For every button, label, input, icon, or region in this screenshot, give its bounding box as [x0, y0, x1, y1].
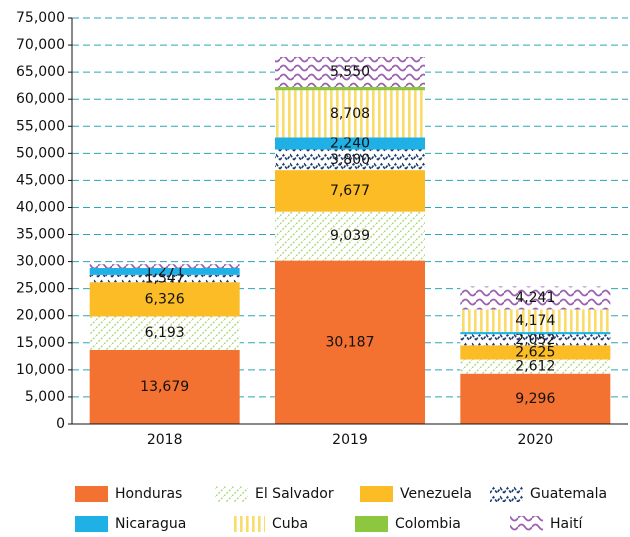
data-label: 9,296 — [515, 391, 555, 407]
data-label: 2,625 — [515, 344, 555, 360]
y-tick-label: 40,000 — [16, 199, 65, 215]
bar-segment — [89, 349, 240, 424]
bar-segment — [275, 149, 425, 171]
y-tick-label: 0 — [56, 416, 65, 432]
legend-label: Cuba — [272, 516, 308, 532]
y-tick-label: 10,000 — [16, 362, 65, 378]
y-tick-label: 55,000 — [16, 118, 65, 134]
legend-swatch — [360, 486, 393, 502]
bar-segment — [275, 87, 425, 91]
legend-label: El Salvador — [255, 486, 334, 502]
y-tick-label: 45,000 — [16, 172, 65, 188]
data-label: 6,193 — [145, 325, 185, 341]
y-tick-label: 60,000 — [16, 91, 65, 107]
data-label: 5,550 — [330, 64, 370, 80]
data-label: 30,187 — [326, 334, 375, 350]
data-label: 9,039 — [330, 228, 370, 244]
data-label: 7,677 — [330, 183, 370, 199]
bar-segment — [89, 274, 240, 283]
bar-segment — [460, 373, 611, 424]
bar-segment — [460, 345, 611, 360]
y-tick-label: 70,000 — [16, 37, 65, 53]
bar-segment — [460, 286, 611, 310]
legend-swatch — [232, 516, 265, 532]
data-label: 4,241 — [515, 290, 555, 306]
bar-segment — [460, 334, 611, 346]
bar-segment — [275, 137, 425, 150]
legend-label: Haití — [550, 516, 583, 532]
bar-segment — [275, 90, 425, 138]
y-tick-label: 5,000 — [25, 389, 65, 405]
bar-segment — [89, 268, 240, 275]
bar-segment — [460, 332, 611, 335]
bar-segment — [460, 309, 611, 333]
data-label: 4,174 — [515, 313, 555, 329]
bar-segment — [89, 264, 240, 269]
bar-segment — [89, 282, 240, 317]
y-tick-label: 75,000 — [16, 10, 65, 26]
legend-label: Venezuela — [400, 486, 472, 502]
bar-segment — [275, 211, 425, 261]
data-label: 6,326 — [145, 291, 185, 307]
legend-swatch — [510, 516, 543, 532]
legend-swatch — [215, 486, 248, 502]
x-tick-label: 2019 — [332, 432, 368, 448]
legend-swatch — [75, 516, 108, 532]
y-tick-label: 35,000 — [16, 227, 65, 243]
legend-label: Colombia — [395, 516, 461, 532]
legend-swatch — [355, 516, 388, 532]
x-tick-label: 2018 — [147, 432, 183, 448]
legend-label: Honduras — [115, 486, 182, 502]
y-tick-label: 25,000 — [16, 281, 65, 297]
legend-swatch — [490, 486, 523, 502]
y-tick-label: 30,000 — [16, 254, 65, 270]
data-label: 2,612 — [515, 359, 555, 375]
bar-segment — [275, 260, 425, 424]
legend-swatch — [75, 486, 108, 502]
data-label: 3,800 — [330, 152, 370, 168]
y-tick-label: 15,000 — [16, 335, 65, 351]
legend-label: Nicaragua — [115, 516, 186, 532]
bar-segment — [275, 170, 425, 212]
y-tick-label: 50,000 — [16, 145, 65, 161]
data-label: 8,708 — [330, 106, 370, 122]
bar-segment — [89, 316, 240, 350]
y-tick-label: 20,000 — [16, 308, 65, 324]
bar-segment — [275, 56, 425, 88]
y-tick-label: 65,000 — [16, 64, 65, 80]
data-label: 2,052 — [515, 332, 555, 348]
data-label: 2,240 — [330, 135, 370, 151]
data-label: 13,679 — [140, 379, 189, 395]
legend-label: Guatemala — [530, 486, 607, 502]
x-tick-label: 2020 — [518, 432, 554, 448]
bar-segment — [460, 359, 611, 374]
